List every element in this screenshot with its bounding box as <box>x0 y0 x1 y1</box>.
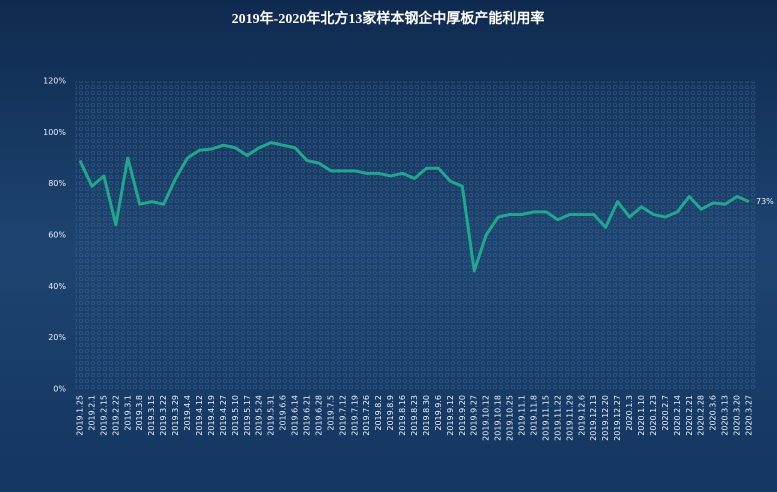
x-tick-label: 2019.12.13 <box>589 395 598 441</box>
x-tick-label: 2019.11.1 <box>518 395 527 436</box>
x-tick-label: 2019.4.4 <box>183 395 192 431</box>
x-tick-label: 2019.12.27 <box>613 395 622 441</box>
y-tick-label: 20% <box>48 333 66 342</box>
x-tick-label: 2019.11.8 <box>529 395 538 436</box>
x-tick-label: 2019.9.27 <box>470 395 479 436</box>
x-tick-label: 2019.3.22 <box>159 395 168 436</box>
y-tick-label: 80% <box>48 179 66 188</box>
x-tick-label: 2019.10.12 <box>482 395 491 441</box>
x-tick-label: 2019.6.6 <box>279 395 288 431</box>
x-tick-label: 2019.8.16 <box>398 395 407 436</box>
x-tick-label: 2019.10.18 <box>494 395 503 441</box>
x-tick-label: 2019.4.12 <box>195 395 204 436</box>
x-tick-label: 2020.2.7 <box>661 395 670 431</box>
x-tick-label: 2020.2.21 <box>685 395 694 436</box>
x-tick-label: 2020.2.14 <box>673 395 682 436</box>
x-tick-label: 2019.11.15 <box>541 395 550 441</box>
data-label: 73% <box>756 197 774 206</box>
x-tick-label: 2020.1.23 <box>649 395 658 436</box>
x-tick-label: 2019.8.23 <box>410 395 419 436</box>
y-tick-label: 40% <box>48 282 66 291</box>
x-tick-label: 2019.5.31 <box>267 395 276 436</box>
x-tick-label: 2019.6.21 <box>302 395 311 436</box>
x-tick-label: 2019.7.19 <box>350 395 359 436</box>
x-tick-label: 2019.7.12 <box>338 395 347 436</box>
x-tick-label: 2019.6.28 <box>314 395 323 436</box>
x-tick-label: 2019.10.25 <box>506 395 515 441</box>
x-tick-label: 2019.2.22 <box>111 395 120 436</box>
x-tick-label: 2020.1.3 <box>625 395 634 431</box>
x-tick-label: 2019.8.30 <box>422 395 431 436</box>
x-tick-label: 2019.9.12 <box>446 395 455 436</box>
x-tick-label: 2020.1.10 <box>637 395 646 436</box>
x-tick-label: 2020.3.27 <box>745 395 754 436</box>
x-tick-label: 2019.3.29 <box>171 395 180 436</box>
x-tick-label: 2019.3.8 <box>135 395 144 431</box>
x-tick-label: 2019.7.26 <box>362 395 371 436</box>
x-tick-label: 2020.3.13 <box>721 395 730 436</box>
x-tick-label: 2019.9.6 <box>434 395 443 431</box>
x-tick-label: 2019.8.9 <box>386 395 395 431</box>
x-tick-label: 2019.11.29 <box>565 395 574 441</box>
x-tick-label: 2020.3.20 <box>733 395 742 436</box>
y-tick-label: 0% <box>53 385 66 394</box>
x-tick-label: 2019.2.15 <box>99 395 108 436</box>
y-tick-label: 120% <box>43 77 66 86</box>
x-tick-label: 2019.12.6 <box>577 395 586 436</box>
y-tick-label: 100% <box>43 128 66 137</box>
plot-area <box>75 81 757 389</box>
x-tick-label: 2019.3.15 <box>147 395 156 436</box>
x-tick-label: 2019.8.2 <box>374 395 383 431</box>
x-tick-label: 2019.3.1 <box>123 395 132 431</box>
x-tick-label: 2019.9.20 <box>458 395 467 436</box>
x-tick-label: 2019.7.5 <box>326 395 335 431</box>
x-tick-label: 2019.1.25 <box>76 395 85 436</box>
x-tick-label: 2019.5.24 <box>255 395 264 436</box>
x-tick-label: 2019.12.20 <box>601 395 610 441</box>
y-tick-label: 60% <box>48 231 66 240</box>
x-tick-label: 2020.2.28 <box>697 395 706 436</box>
chart-title: 2019年-2020年北方13家样本钢企中厚板产能利用率 <box>232 10 545 27</box>
x-tick-label: 2019.5.10 <box>231 395 240 436</box>
x-tick-label: 2019.11.22 <box>553 395 562 441</box>
data-line <box>78 141 750 273</box>
x-tick-label: 2019.4.19 <box>207 395 216 436</box>
x-tick-label: 2020.3.6 <box>709 395 718 431</box>
x-tick-label: 2019.6.14 <box>291 395 300 436</box>
x-tick-label: 2019.5.17 <box>243 395 252 436</box>
x-tick-label: 2019.4.27 <box>219 395 228 436</box>
x-tick-label: 2019.2.1 <box>87 395 96 431</box>
